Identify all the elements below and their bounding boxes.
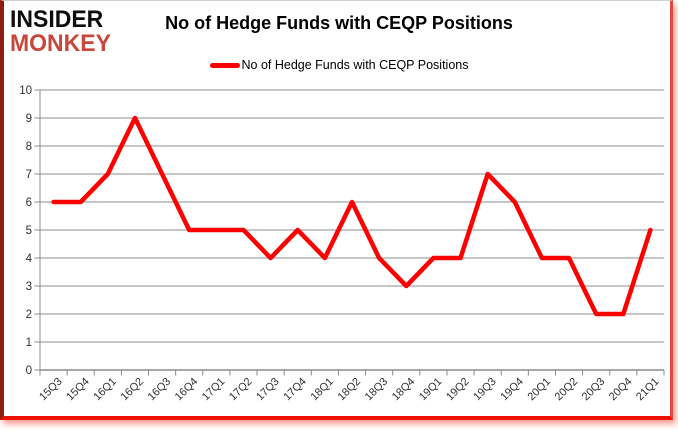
x-tick-label: 19Q1 (417, 376, 445, 404)
legend: No of Hedge Funds with CEQP Positions (0, 58, 678, 72)
y-tick-label: 3 (26, 281, 32, 293)
y-tick-label: 0 (26, 365, 32, 377)
x-tick-label: 18Q1 (308, 376, 336, 404)
data-series-line (51, 115, 653, 317)
x-tick-label: 16Q2 (119, 376, 147, 404)
x-tick-label: 17Q4 (281, 376, 309, 404)
x-tick-label: 16Q4 (173, 376, 201, 404)
y-tick-label: 4 (26, 253, 33, 265)
legend-line-swatch-icon (209, 62, 240, 68)
x-tick-label: 16Q3 (146, 376, 174, 404)
x-tick-label: 19Q2 (444, 376, 472, 404)
logo-word-insider: INSIDER (10, 4, 104, 33)
y-tick-label: 9 (26, 113, 32, 125)
x-tick-label: 15Q3 (37, 376, 65, 404)
logo-word-monkey: MONKEY (10, 28, 111, 57)
legend-label: No of Hedge Funds with CEQP Positions (241, 58, 469, 72)
x-tick-label: 15Q4 (64, 376, 92, 404)
x-tick-label: 17Q2 (227, 376, 255, 404)
y-tick-label: 7 (26, 169, 32, 181)
x-tick-label: 20Q1 (526, 376, 554, 404)
y-tick-label: 2 (26, 309, 32, 321)
x-tick-label: 21Q1 (634, 376, 662, 404)
insider-monkey-logo: INSIDER MONKEY (10, 4, 111, 57)
x-tick-label: 17Q3 (254, 376, 282, 404)
x-tick-label: 20Q2 (553, 376, 581, 404)
y-tick-label: 6 (26, 197, 32, 209)
y-tick-label: 10 (19, 85, 32, 97)
x-tick-label: 20Q4 (607, 376, 635, 404)
chart-title: No of Hedge Funds with CEQP Positions (165, 13, 513, 33)
x-tick-label: 17Q1 (200, 376, 228, 404)
x-tick-label: 20Q3 (580, 376, 608, 404)
x-tick-label: 19Q3 (471, 376, 499, 404)
x-tick-label: 19Q4 (498, 376, 526, 404)
y-tick-label: 1 (26, 337, 32, 349)
x-tick-label: 16Q1 (91, 376, 119, 404)
x-tick-label: 18Q4 (390, 376, 418, 404)
x-tick-label: 18Q2 (336, 376, 364, 404)
y-tick-label: 5 (26, 225, 32, 237)
x-tick-label: 18Q3 (363, 376, 391, 404)
y-tick-label: 8 (26, 141, 32, 153)
